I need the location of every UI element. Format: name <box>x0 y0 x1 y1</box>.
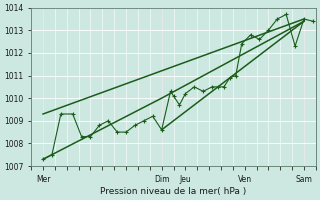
X-axis label: Pression niveau de la mer( hPa ): Pression niveau de la mer( hPa ) <box>100 187 247 196</box>
